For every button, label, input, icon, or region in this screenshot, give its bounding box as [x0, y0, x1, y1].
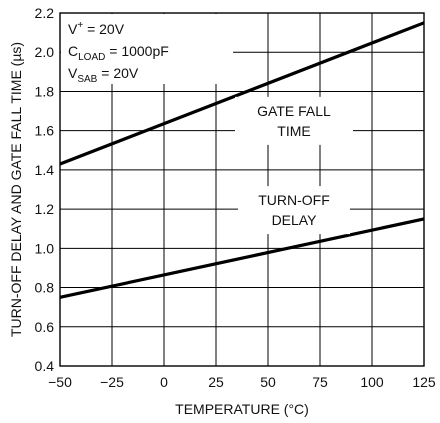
y-tick-label: 0.4	[35, 358, 55, 374]
x-tick-label: 125	[412, 374, 436, 390]
y-tick-labels: 0.4 0.6 0.8 1.0 1.2 1.4 1.6 1.8 2.0 2.2	[35, 5, 55, 374]
x-tick-label: 25	[208, 374, 224, 390]
y-tick-label: 0.6	[35, 319, 55, 335]
y-axis-label: TURN-OFF DELAY AND GATE FALL TIME (µs)	[8, 42, 24, 337]
x-tick-labels: −50 −25 0 25 50 75 100 125	[48, 374, 436, 390]
x-tick-label: 50	[260, 374, 276, 390]
x-axis-label: TEMPERATURE (°C)	[175, 401, 309, 417]
series-label-0: TIME	[277, 123, 310, 139]
series-lines	[59, 21, 425, 299]
series-labels: GATE FALL TIME TURN-OFF DELAY	[235, 96, 353, 235]
y-tick-label: 2.0	[35, 44, 55, 60]
x-tick-label: −50	[48, 374, 72, 390]
series-label-1: DELAY	[272, 212, 318, 228]
y-tick-label: 1.6	[35, 123, 55, 139]
condition-text: V+ = 20V	[68, 20, 125, 37]
series-label-background	[235, 96, 353, 145]
condition-text: VSAB = 20V	[68, 65, 139, 85]
y-tick-label: 1.2	[35, 201, 55, 217]
conditions-background	[61, 14, 233, 84]
y-tick-label: 1.4	[35, 162, 55, 178]
series-label-background	[238, 186, 350, 235]
series-line-0	[59, 21, 425, 166]
condition-text: CLOAD = 1000pF	[68, 43, 169, 63]
y-tick-label: 1.0	[35, 240, 55, 256]
y-tick-label: 0.8	[35, 280, 55, 296]
x-tick-label: −25	[100, 374, 124, 390]
series-label-1: TURN-OFF	[258, 192, 330, 208]
x-tick-label: 75	[312, 374, 328, 390]
x-tick-label: 0	[160, 374, 168, 390]
series-line-1	[59, 217, 425, 299]
y-tick-label: 1.8	[35, 83, 55, 99]
x-tick-label: 100	[360, 374, 384, 390]
series-label-0: GATE FALL	[257, 103, 331, 119]
y-tick-label: 2.2	[35, 5, 55, 21]
plot-frame	[59, 12, 425, 367]
